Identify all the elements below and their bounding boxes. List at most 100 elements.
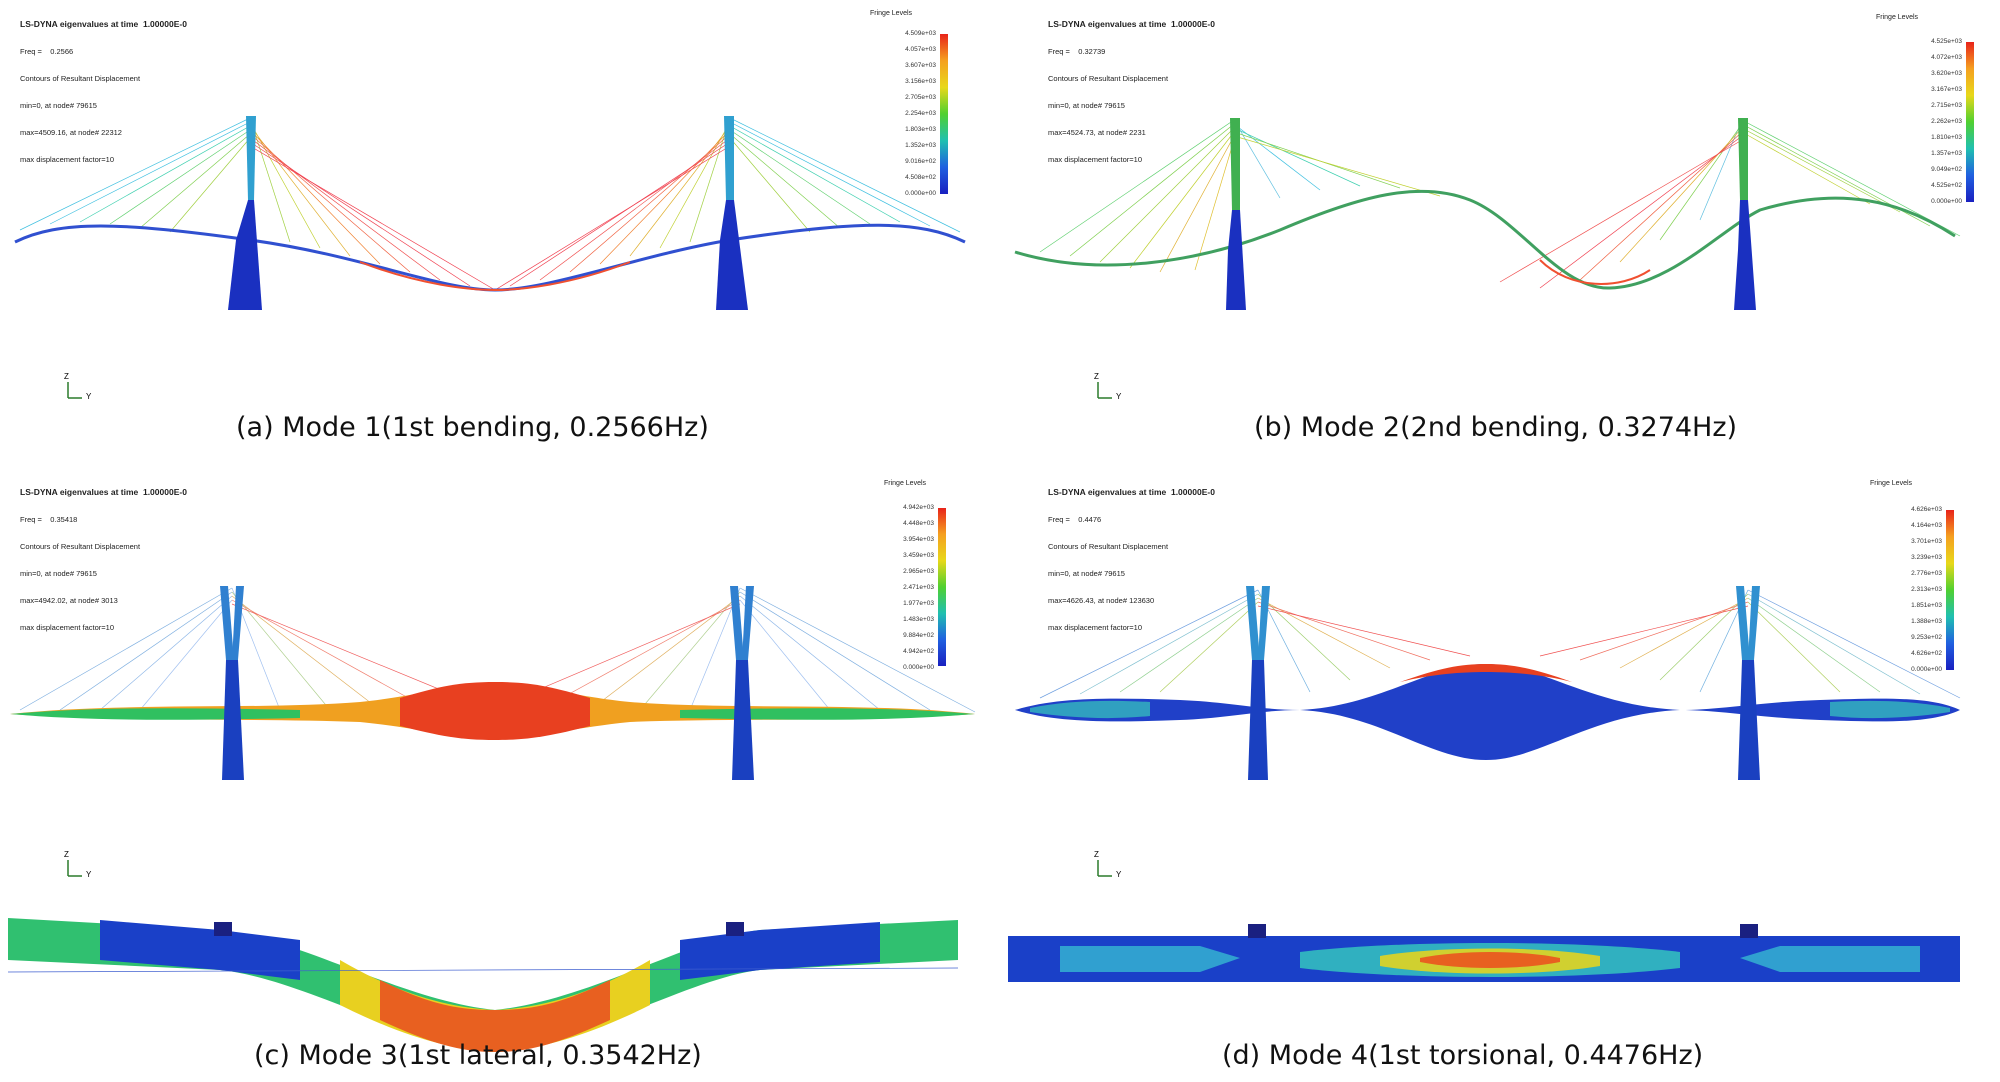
legend-value: 3.701e+03 [1911, 538, 1942, 545]
deck-elevation [1015, 664, 1960, 760]
legend-value: 1.352e+03 [905, 142, 936, 149]
axis-y: Y [86, 870, 92, 879]
panel-mode-4: LS-DYNA eigenvalues at time 1.00000E-0 F… [1000, 460, 2000, 1071]
cable-fan-right [1499, 119, 1961, 289]
pylon-right [1734, 118, 1756, 310]
legend-value: 3.239e+03 [1911, 554, 1942, 561]
legend-value: 2.715e+03 [1931, 102, 1962, 109]
header-min: min=0, at node# 79615 [20, 569, 97, 578]
header-max: max=4509.16, at node# 22312 [20, 128, 122, 137]
bridge-mode-2-view [1014, 118, 1961, 310]
legend-value: 1.483e+03 [903, 616, 934, 623]
cable-fan-left [1039, 119, 1441, 273]
legend-title: Fringe Levels [870, 10, 913, 17]
legend-value: 4.525e+03 [1931, 38, 1962, 45]
panel-mode-1: LS-DYNA eigenvalues at time 1.00000E-0 F… [0, 0, 1000, 541]
axis-y: Y [1116, 392, 1122, 401]
legend-value: 4.525e+02 [1931, 182, 1962, 189]
legend-value: 3.954e+03 [903, 536, 934, 543]
legend-value: 4.057e+03 [905, 46, 936, 53]
caption-mode-2: (b) Mode 2(2nd bending, 0.3274Hz) [1254, 412, 1738, 443]
legend-value: 4.942e+03 [903, 504, 934, 511]
header-min: min=0, at node# 79615 [1048, 569, 1125, 578]
deck-elevation-core [1400, 664, 1572, 682]
legend-title: Fringe Levels [1876, 14, 1919, 21]
header-max: max=4524.73, at node# 2231 [1048, 128, 1146, 137]
header-title: LS-DYNA eigenvalues at time 1.00000E-0 [1048, 487, 1215, 497]
header-contour: Contours of Resultant Displacement [1048, 74, 1169, 83]
legend-value: 3.459e+03 [903, 552, 934, 559]
deck-plan-view [1008, 924, 1960, 982]
legend-value: 4.509e+03 [905, 30, 936, 37]
legend-title: Fringe Levels [884, 480, 927, 487]
legend-title: Fringe Levels [1870, 480, 1913, 487]
cable-fan-right [494, 117, 961, 291]
deck-highlight [1539, 259, 1651, 285]
legend-value: 1.810e+03 [1931, 134, 1962, 141]
legend-value: 0.000e+00 [903, 664, 934, 671]
header-min: min=0, at node# 79615 [1048, 101, 1125, 110]
header-factor: max displacement factor=10 [1048, 155, 1143, 164]
axis-triad-icon [1097, 860, 1112, 877]
header-freq: Freq = 0.35418 [20, 515, 78, 524]
caption-mode-3: (c) Mode 3(1st lateral, 0.3542Hz) [254, 1040, 702, 1071]
pylon-left [1246, 586, 1270, 780]
bridge-mode-1-view [14, 116, 966, 310]
axis-z: Z [64, 372, 69, 381]
result-header: LS-DYNA eigenvalues at time 1.00000E-0 F… [20, 470, 187, 650]
axis-z: Z [1094, 850, 1099, 859]
header-contour: Contours of Resultant Displacement [1048, 542, 1169, 551]
legend-value: 3.607e+03 [905, 62, 936, 69]
legend-value: 2.705e+03 [905, 94, 936, 101]
legend-value: 4.072e+03 [1931, 54, 1962, 61]
axis-triad: Z Y [1092, 850, 1132, 885]
result-header: LS-DYNA eigenvalues at time 1.00000E-0 F… [1048, 2, 1215, 182]
legend-value: 9.016e+02 [905, 158, 936, 165]
deck [1014, 189, 1956, 290]
pylon-left [228, 116, 262, 310]
header-factor: max displacement factor=10 [20, 623, 115, 632]
result-header: LS-DYNA eigenvalues at time 1.00000E-0 F… [20, 2, 187, 182]
deck-elevation-core [400, 682, 590, 740]
header-freq: Freq = 0.4476 [1048, 515, 1102, 524]
legend-value: 4.164e+03 [1911, 522, 1942, 529]
panel-mode-3: LS-DYNA eigenvalues at time 1.00000E-0 F… [0, 460, 1000, 1071]
legend-value: 2.776e+03 [1911, 570, 1942, 577]
header-freq: Freq = 0.32739 [1048, 47, 1106, 56]
bridge-mode-3-view [7, 586, 976, 1052]
axis-y: Y [86, 392, 92, 401]
axis-triad: Z Y [62, 850, 102, 885]
pylon-left [1226, 118, 1246, 310]
axis-triad-icon [67, 860, 82, 877]
legend-colorbar [938, 508, 946, 666]
legend-colorbar [1966, 42, 1974, 202]
header-title: LS-DYNA eigenvalues at time 1.00000E-0 [1048, 19, 1215, 29]
header-contour: Contours of Resultant Displacement [20, 542, 141, 551]
deck-highlight [359, 261, 631, 292]
caption-mode-4: (d) Mode 4(1st torsional, 0.4476Hz) [1222, 1040, 1704, 1071]
result-header: LS-DYNA eigenvalues at time 1.00000E-0 F… [1048, 470, 1215, 650]
legend-colorbar [1946, 510, 1954, 670]
legend-value: 3.167e+03 [1931, 86, 1962, 93]
legend-value: 1.388e+03 [1911, 618, 1942, 625]
pylon-right [716, 116, 748, 310]
legend-value: 4.448e+03 [903, 520, 934, 527]
header-min: min=0, at node# 79615 [20, 101, 97, 110]
legend-value: 1.803e+03 [905, 126, 936, 133]
bridge-mode-4-view [1008, 586, 1961, 982]
caption-mode-1: (a) Mode 1(1st bending, 0.2566Hz) [236, 412, 709, 443]
axis-triad: Z Y [1092, 372, 1132, 407]
pylon-left [220, 586, 244, 780]
header-factor: max displacement factor=10 [1048, 623, 1143, 632]
legend-value: 1.977e+03 [903, 600, 934, 607]
deck-plan-view [7, 918, 959, 1052]
legend-value: 2.313e+03 [1911, 586, 1942, 593]
pylon-right [1736, 586, 1760, 780]
legend-value: 9.253e+02 [1911, 634, 1942, 641]
legend-value: 3.156e+03 [905, 78, 936, 85]
axis-z: Z [1094, 372, 1099, 381]
panel-mode-2: LS-DYNA eigenvalues at time 1.00000E-0 F… [1000, 0, 2000, 541]
legend-value: 1.851e+03 [1911, 602, 1942, 609]
legend-value: 9.049e+02 [1931, 166, 1962, 173]
legend-value: 4.942e+02 [903, 648, 934, 655]
